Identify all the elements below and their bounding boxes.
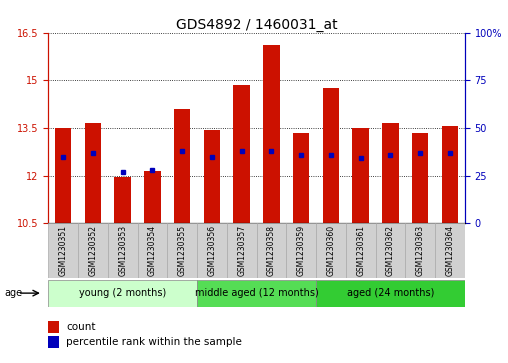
Text: GSM1230353: GSM1230353 (118, 225, 127, 276)
FancyBboxPatch shape (197, 223, 227, 278)
FancyBboxPatch shape (316, 223, 346, 278)
FancyBboxPatch shape (108, 223, 138, 278)
Text: percentile rank within the sample: percentile rank within the sample (66, 337, 242, 347)
Bar (323, 88, 339, 223)
Bar (353, 128, 369, 223)
Bar (174, 109, 190, 223)
FancyBboxPatch shape (316, 280, 465, 307)
Text: GSM1230354: GSM1230354 (148, 225, 157, 276)
Text: GSM1230362: GSM1230362 (386, 225, 395, 276)
FancyBboxPatch shape (405, 223, 435, 278)
Bar (412, 133, 428, 223)
Bar (263, 45, 279, 223)
Text: GSM1230360: GSM1230360 (327, 225, 335, 276)
Bar (114, 177, 131, 223)
FancyBboxPatch shape (48, 223, 78, 278)
Bar (55, 128, 71, 223)
Text: GSM1230351: GSM1230351 (58, 225, 68, 276)
FancyBboxPatch shape (138, 223, 167, 278)
Bar (382, 123, 399, 223)
FancyBboxPatch shape (287, 223, 316, 278)
FancyBboxPatch shape (78, 223, 108, 278)
Text: middle aged (12 months): middle aged (12 months) (195, 288, 319, 298)
Text: GSM1230356: GSM1230356 (207, 225, 216, 276)
Text: GSM1230364: GSM1230364 (446, 225, 455, 276)
FancyBboxPatch shape (375, 223, 405, 278)
Bar (234, 85, 250, 223)
Text: GSM1230352: GSM1230352 (88, 225, 98, 276)
Text: GSM1230363: GSM1230363 (416, 225, 425, 276)
FancyBboxPatch shape (257, 223, 287, 278)
FancyBboxPatch shape (197, 280, 316, 307)
Text: GSM1230355: GSM1230355 (178, 225, 186, 276)
Text: age: age (4, 288, 22, 298)
Bar (85, 123, 101, 223)
Text: GSM1230359: GSM1230359 (297, 225, 306, 276)
Text: count: count (66, 322, 96, 332)
FancyBboxPatch shape (167, 223, 197, 278)
Text: young (2 months): young (2 months) (79, 288, 166, 298)
Title: GDS4892 / 1460031_at: GDS4892 / 1460031_at (176, 18, 337, 32)
Bar (293, 133, 309, 223)
Bar (144, 171, 161, 223)
Text: GSM1230357: GSM1230357 (237, 225, 246, 276)
Bar (204, 130, 220, 223)
Bar (442, 126, 458, 223)
Text: GSM1230358: GSM1230358 (267, 225, 276, 276)
FancyBboxPatch shape (346, 223, 375, 278)
Text: aged (24 months): aged (24 months) (347, 288, 434, 298)
FancyBboxPatch shape (48, 280, 197, 307)
FancyBboxPatch shape (435, 223, 465, 278)
Text: GSM1230361: GSM1230361 (356, 225, 365, 276)
FancyBboxPatch shape (227, 223, 257, 278)
